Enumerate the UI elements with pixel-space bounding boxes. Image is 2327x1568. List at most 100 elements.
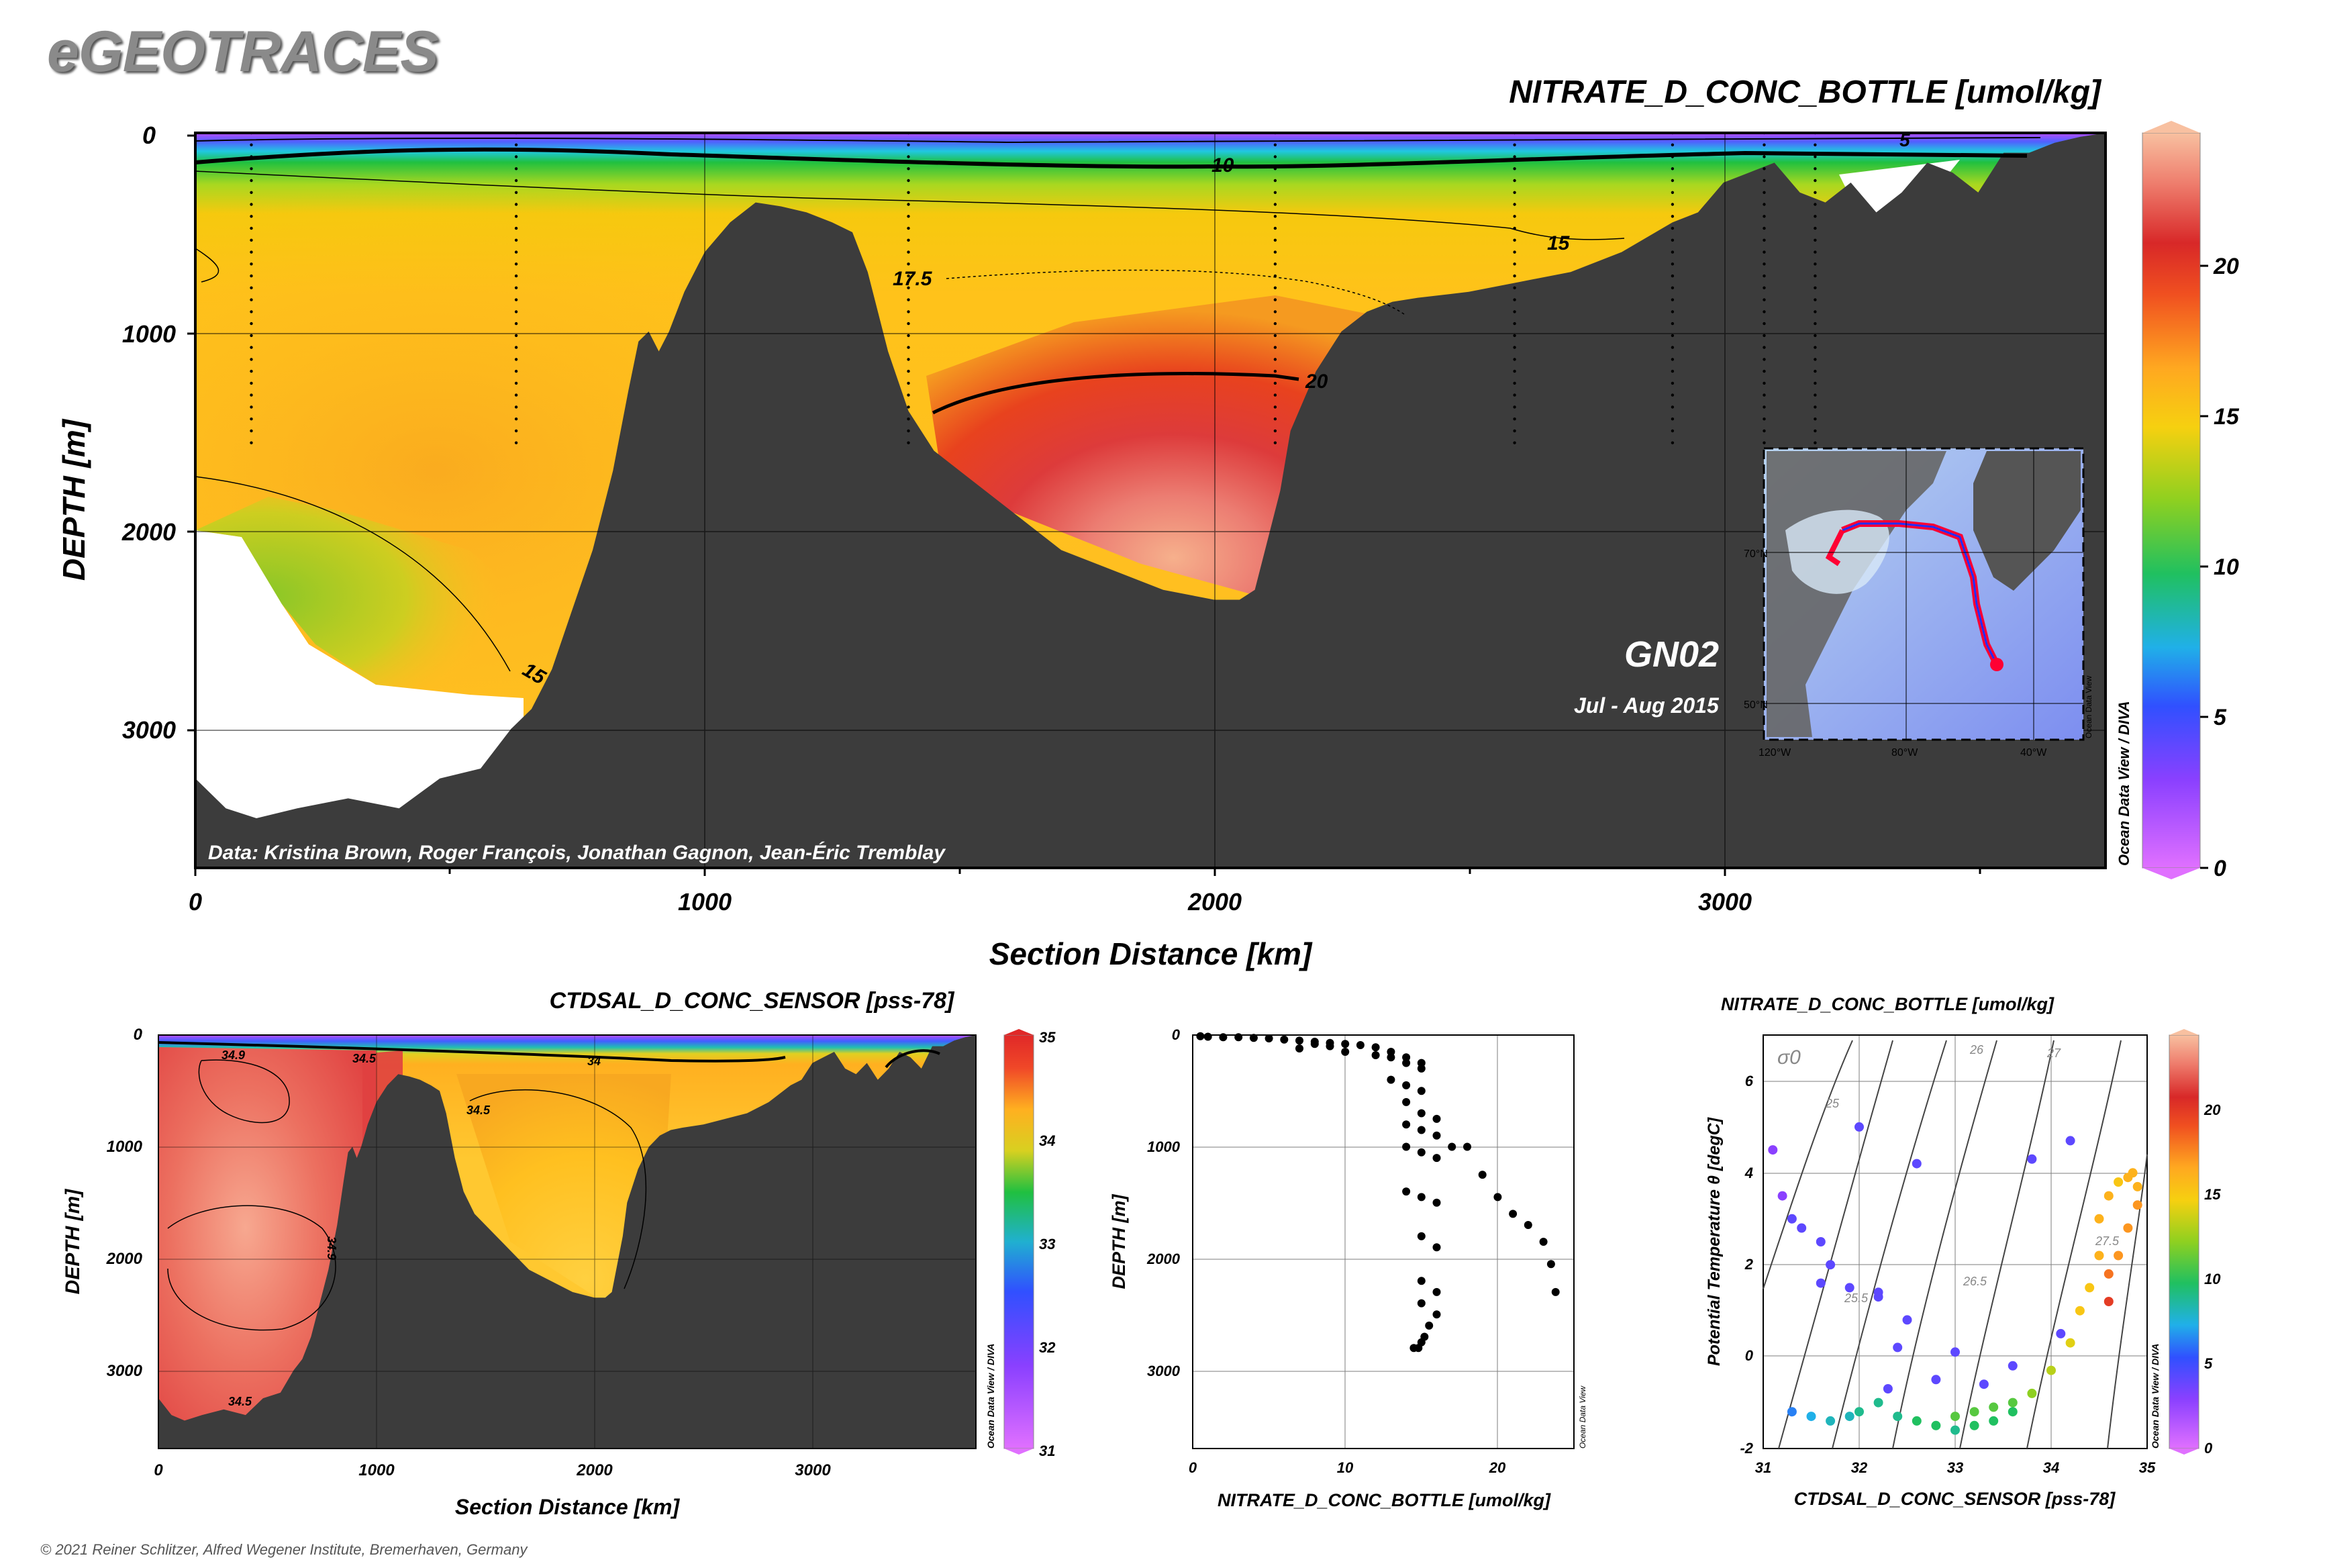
profile-point [1493, 1193, 1502, 1202]
cbar-tick-10: 10 [2214, 554, 2239, 580]
station-sample [1273, 215, 1277, 218]
station-sample [1273, 155, 1277, 158]
ts-cbar-0: 0 [2204, 1440, 2213, 1457]
station-sample [1671, 429, 1675, 433]
station-sample [1763, 191, 1766, 194]
ts-colorbar [2169, 1034, 2199, 1449]
xtick-2000: 2000 [1187, 888, 1242, 916]
ts-point [1950, 1412, 1960, 1422]
ts-point [2128, 1168, 2138, 1178]
profile-point [1432, 1131, 1441, 1140]
station-sample [1671, 191, 1675, 194]
ts-points [1768, 1122, 2142, 1435]
profile-point [1432, 1154, 1441, 1163]
profile-point [1295, 1036, 1303, 1045]
station-sample [1273, 203, 1277, 206]
ts-point [2075, 1306, 2085, 1316]
prof-ytick-2000: 2000 [1146, 1251, 1181, 1267]
station-sample [250, 418, 253, 421]
salinity-colorbar [1003, 1034, 1034, 1449]
station-sample [1671, 155, 1675, 158]
profile-point [1417, 1064, 1426, 1073]
ts-point [2008, 1398, 2018, 1408]
ts-point [2132, 1200, 2142, 1210]
station-sample [1814, 346, 1817, 349]
profile-point [1387, 1053, 1395, 1062]
station-sample [250, 286, 253, 289]
station-sample [1513, 167, 1516, 170]
sal-xlabel: Section Distance [km] [455, 1495, 681, 1519]
sal-xtick-2000: 2000 [576, 1461, 613, 1479]
station-sample [1273, 334, 1277, 338]
ts-cbar-10: 10 [2204, 1271, 2221, 1287]
nitrate-colorbar [2142, 132, 2201, 869]
station-sample [1763, 238, 1766, 242]
profile-points [1196, 1032, 1560, 1353]
station-sample [1814, 250, 1817, 254]
station-sample [514, 262, 518, 266]
ts-point [2085, 1283, 2095, 1293]
station-sample [250, 441, 253, 444]
station-sample [907, 334, 910, 338]
ts-point [1989, 1402, 1999, 1412]
station-sample [1763, 179, 1766, 183]
station-sample [1814, 429, 1817, 433]
station-sample [907, 262, 910, 266]
main-ylabel: DEPTH [m] [56, 418, 91, 581]
station-sample [1814, 274, 1817, 278]
ts-point [1969, 1407, 1979, 1417]
ts-point [1893, 1412, 1903, 1422]
cbar-tick-5: 5 [2214, 705, 2227, 730]
station-sample [1671, 179, 1675, 183]
station-sample [907, 203, 910, 206]
ts-point [1816, 1237, 1826, 1246]
station-sample [250, 393, 253, 397]
ts-ytick-4: 4 [1744, 1165, 1753, 1181]
ytick-0: 0 [142, 121, 156, 149]
station-sample [1513, 358, 1516, 361]
profile-point [1196, 1032, 1205, 1040]
station-sample [1513, 381, 1516, 385]
station-sample [1814, 203, 1817, 206]
map-lon-40: 40°W [2020, 747, 2047, 758]
ts-point [1931, 1420, 1941, 1430]
station-sample [1814, 238, 1817, 242]
station-sample [250, 155, 253, 158]
profile-point [1402, 1142, 1411, 1151]
station-sample [1763, 226, 1766, 230]
station-sample [1671, 405, 1675, 409]
station-sample [1273, 418, 1277, 421]
cbar-tick-20: 20 [2213, 254, 2239, 279]
station-sample [1671, 441, 1675, 444]
station-sample [514, 155, 518, 158]
station-sample [1763, 155, 1766, 158]
cbar-tick-15: 15 [2214, 404, 2240, 430]
contour-label-15: 15 [1547, 232, 1571, 254]
ts-point [2027, 1154, 2037, 1164]
ts-point [1768, 1145, 1778, 1155]
ts-point [1816, 1278, 1826, 1288]
station-sample [907, 381, 910, 385]
ts-cbar-caption: Ocean Data View / DIVA [2150, 1344, 2161, 1449]
iso-26-5: 26.5 [1963, 1275, 1987, 1288]
ts-title: NITRATE_D_CONC_BOTTLE [umol/kg] [1721, 994, 2054, 1014]
station-sample [1814, 226, 1817, 230]
station-sample [1671, 250, 1675, 254]
profile-point [1387, 1048, 1395, 1056]
profile-point [1463, 1142, 1471, 1151]
station-sample [1513, 418, 1516, 421]
station-sample [1671, 215, 1675, 218]
station-sample [1513, 226, 1516, 230]
station-sample [1763, 310, 1766, 313]
ts-cbar-5: 5 [2204, 1355, 2213, 1372]
contour-label-20: 20 [1305, 371, 1328, 393]
station-sample [250, 381, 253, 385]
station-sample [1763, 322, 1766, 326]
station-sample [907, 191, 910, 194]
ts-point [1777, 1191, 1787, 1201]
station-sample [1513, 393, 1516, 397]
station-sample [250, 322, 253, 326]
station-sample [1273, 405, 1277, 409]
station-sample [1671, 143, 1675, 146]
